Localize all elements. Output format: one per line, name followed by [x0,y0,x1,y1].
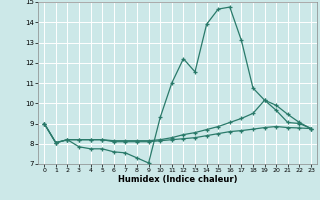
X-axis label: Humidex (Indice chaleur): Humidex (Indice chaleur) [118,175,237,184]
